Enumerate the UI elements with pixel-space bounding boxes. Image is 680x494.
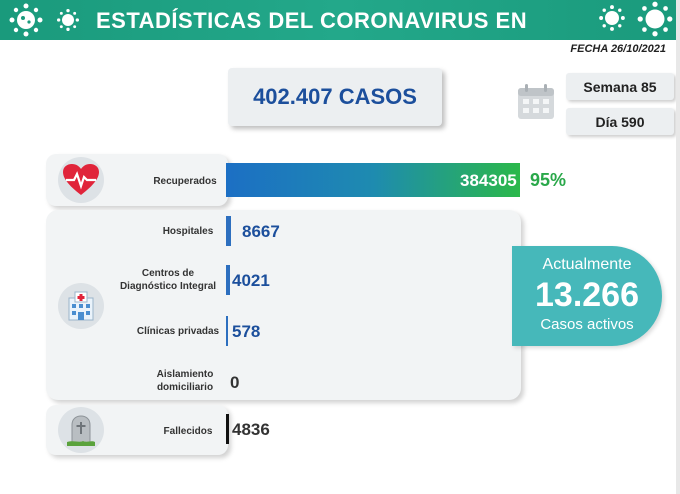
cdi-label: Centros de Diagnóstico Integral: [112, 267, 224, 293]
date-label: FECHA 26/10/2021: [570, 43, 666, 55]
aislamiento-label-line2: domiciliario: [156, 382, 214, 393]
hospital-icon: [68, 291, 94, 321]
virus-icon: [9, 3, 43, 37]
recuperados-label: Recuperados: [153, 176, 217, 187]
header-banner: ESTADÍSTICAS DEL CORONAVIRUS EN VENEZUEL…: [0, 0, 680, 61]
hospital-icon-wrapper: [58, 283, 104, 329]
aislamiento-value: 0: [230, 373, 240, 392]
fallecidos-bar: [226, 414, 229, 444]
cdi-label-line2: Diagnóstico Integral: [119, 281, 217, 292]
cdi-value: 4021: [232, 271, 270, 290]
recuperados-percent: 95%: [530, 170, 567, 190]
clinicas-label: Clínicas privadas: [136, 326, 220, 337]
total-cases: 402.407 CASOS: [253, 84, 417, 109]
clinicas-bar: [226, 316, 228, 346]
hospitales-value: 8667: [242, 222, 280, 241]
active-cases-bubble: Actualmente 13.266 Casos activos: [512, 246, 662, 346]
week-badge: Semana 85: [566, 73, 674, 100]
recuperados-value: 384305: [460, 171, 517, 190]
page-edge: [676, 0, 680, 494]
hospitales-label: Hospitales: [162, 226, 214, 237]
active-cases-top-label: Actualmente: [542, 256, 632, 273]
virus-icon: [57, 9, 79, 31]
aislamiento-label-line1: Aislamiento: [156, 369, 214, 380]
virus-icon: [599, 5, 625, 31]
day-badge: Día 590: [566, 108, 674, 135]
hospitalization-panel: [46, 210, 521, 400]
clinicas-value: 578: [232, 322, 261, 341]
recuperados-bar: [226, 163, 520, 197]
tombstone-icon-wrapper: [58, 407, 104, 453]
cdi-bar: [226, 265, 230, 295]
cdi-label-line1: Centros de: [141, 268, 195, 279]
aislamiento-label: Aislamiento domiciliario: [144, 368, 226, 394]
fallecidos-label: Fallecidos: [163, 426, 213, 437]
virus-icon: [637, 1, 673, 37]
tombstone-icon: [67, 415, 95, 446]
fallecidos-value: 4836: [232, 420, 270, 439]
heart-pulse-icon-wrapper: [58, 157, 104, 203]
active-cases-number: 13.266: [535, 276, 639, 314]
active-cases-bottom-label: Casos activos: [540, 316, 634, 333]
heart-pulse-icon: [63, 164, 99, 195]
page-title: ESTADÍSTICAS DEL CORONAVIRUS EN VENEZUEL…: [96, 8, 528, 61]
total-cases-box: 402.407 CASOS: [228, 68, 442, 126]
calendar-icon: [518, 84, 554, 119]
hospitales-bar: [226, 216, 231, 246]
